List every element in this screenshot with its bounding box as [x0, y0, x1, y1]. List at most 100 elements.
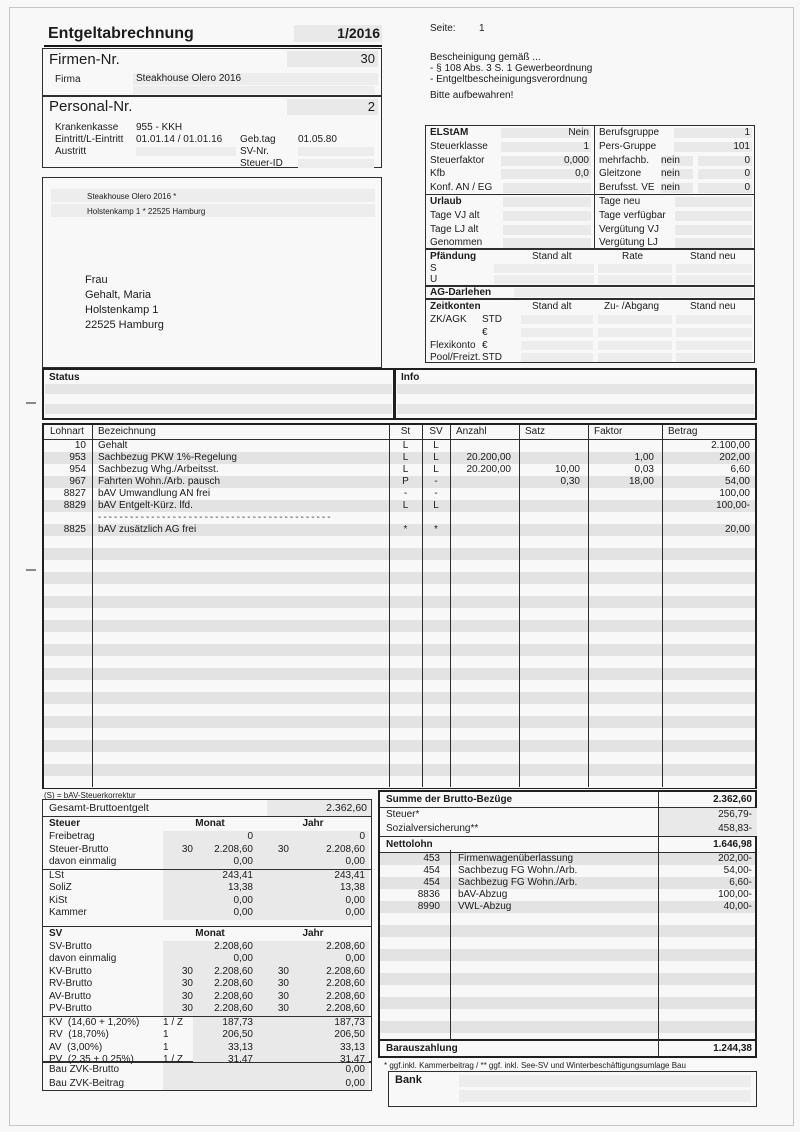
- col-faktor: Faktor: [594, 426, 623, 437]
- tax-section-header: Steuer Monat Jahr: [49, 818, 324, 829]
- seite-value: 1: [479, 23, 485, 34]
- tax-row: davon einmalig 0,00 0,00: [43, 856, 371, 869]
- deduction-row: 454 Sachbezug FG Wohn./Arb. 54,00-: [423, 865, 752, 876]
- urlaub-row-right: Vergütung LJ: [595, 236, 755, 250]
- footnote: * ggf.inkl. Kammerbeitrag / ** ggf. inkl…: [384, 1061, 686, 1070]
- deduction-row: 8990 VWL-Abzug 40,00-: [380, 901, 755, 913]
- wage-row-separator: ----------------------------------------…: [44, 512, 755, 524]
- sender-line-2: Holstenkamp 1 * 22525 Hamburg: [87, 207, 206, 216]
- company-number: 30: [287, 51, 378, 67]
- sv-row: PV-Brutto 30 2.208,60 30 2.208,60: [43, 1003, 371, 1016]
- col-satz: Satz: [525, 426, 546, 437]
- page-frame: [9, 7, 794, 1126]
- gross-sum-row: Summe der Brutto-Bezüge 2.362,60: [380, 792, 755, 808]
- bank-label: Bank: [395, 1074, 422, 1086]
- notice-line-3: - Entgeltbescheinigungsverordnung: [430, 74, 588, 85]
- wage-row: 8827 bAV Umwandlung AN frei - - 100,00: [63, 488, 750, 499]
- wage-table-header: Lohnart Bezeichnung St SV Anzahl Satz Fa…: [44, 425, 755, 440]
- period-value: 1/2016: [294, 25, 382, 42]
- employee-box-title: Personal-Nr.: [49, 98, 133, 115]
- company-box-title: Firmen-Nr.: [49, 51, 120, 68]
- deduction-row: 454 Sachbezug FG Wohn./Arb. 6,60-: [380, 877, 755, 889]
- zeitkonten-title: Zeitkonten: [430, 301, 481, 312]
- deduction-row: 8836 bAV-Abzug 100,00-: [417, 889, 752, 900]
- tax-row: Steuer-Brutto 30 2.208,60 30 2.208,60: [43, 843, 371, 856]
- bau-zvk-box: Bau ZVK-Brutto 0,00 Bau ZVK-Beitrag 0,00: [42, 1062, 372, 1091]
- entry-date-value: 01.01.14 / 01.01.16: [136, 134, 223, 145]
- pfaendung-col-rate: Rate: [622, 251, 644, 262]
- sv-row: RV-Brutto 30 2.208,60 30 2.208,60: [43, 978, 371, 991]
- recipient-street: Holstenkamp 1: [85, 304, 159, 316]
- health-insurance-value: 955 - KKH: [136, 122, 183, 133]
- company-box: Firmen-Nr. 30 Firma Steakhouse Olero 201…: [42, 48, 382, 96]
- bav-correction-note: (S) = bAV-Steuerkorrektur: [44, 791, 136, 800]
- urlaub-row: Urlaub: [426, 195, 594, 209]
- ag-darlehen-label: AG-Darlehen: [430, 287, 492, 298]
- urlaub-row: Genommen: [426, 236, 594, 250]
- employee-box: Personal-Nr. 2 Krankenkasse 955 - KKH Ei…: [42, 96, 382, 169]
- wage-table-empty-rows: [44, 536, 755, 788]
- birthdate-value: 01.05.80: [298, 134, 337, 145]
- info-fields: [397, 384, 754, 417]
- bank-field-2: [459, 1090, 751, 1102]
- elstam-row-right: Pers-Gruppe 101: [599, 140, 752, 152]
- recipient-salutation: Frau: [85, 274, 108, 286]
- zeitkonten-col-stand-alt: Stand alt: [532, 301, 572, 312]
- wage-row: 8829 bAV Entgelt-Kürz. lfd. L L 100,00-: [44, 500, 755, 512]
- sv-row: AV-Brutto 30 2.208,60 30 2.208,60: [43, 990, 371, 1003]
- net-summary-empty-rows: [380, 913, 755, 1039]
- sv-number-field: [298, 147, 374, 156]
- wage-row: 953 Sachbezug PKW 1%-Regelung L L 20.200…: [44, 452, 755, 464]
- sv-row: SV-Brutto 2.208,60 2.208,60: [43, 940, 371, 953]
- tax-amount-row: Kammer 0,00 0,00: [43, 907, 371, 920]
- sv-contribution-row: KV (14,60 + 1,20%) 1 / Z 187,73 187,73: [43, 1015, 371, 1029]
- status-label: Status: [49, 372, 80, 383]
- amount-column-divider: [658, 792, 659, 1056]
- exit-date-label: Austritt: [55, 146, 87, 157]
- elstam-row: Steuerfaktor 0,000: [430, 154, 591, 166]
- sv-contribution-row: RV (18,70%) 1 206,50 206,50: [43, 1029, 371, 1042]
- health-insurance-label: Krankenkasse: [55, 122, 119, 133]
- recipient-name: Gehalt, Maria: [85, 289, 152, 301]
- elstam-row: Konf. AN / EG: [426, 181, 594, 195]
- elstam-row-right: Gleitzone nein 0: [599, 168, 752, 180]
- fold-mark-middle: [26, 569, 36, 571]
- ag-darlehen-field: [514, 288, 752, 297]
- elstam-row: Kfb 0,0: [430, 168, 591, 180]
- elstam-value: Nein: [501, 128, 591, 138]
- net-pay-row: Nettolohn 1.646,98: [380, 837, 755, 853]
- tax-amount-row: KiSt 0,00 0,00: [43, 894, 371, 907]
- tax-id-label: Steuer-ID: [240, 158, 283, 169]
- elstam-row-right: mehrfachb. nein 0: [599, 154, 752, 166]
- wage-row: 8825 bAV zusätzlich AG frei * * 20,00: [44, 524, 755, 536]
- company-name-label: Firma: [55, 74, 81, 85]
- urlaub-title: Urlaub: [430, 196, 462, 207]
- sv-row: davon einmalig 0,00 0,00: [43, 953, 371, 966]
- elstam-box: ELStAM Nein Steuerklasse 1 Steuerfaktor …: [425, 125, 755, 249]
- pfaendung-row-s: S: [430, 263, 437, 274]
- zeitkonten-box: Zeitkonten Stand alt Zu- /Abgang Stand n…: [425, 299, 755, 363]
- wage-row: 967 Fahrten Wohn./Arb. pausch P - 0,30 1…: [44, 476, 755, 488]
- left-summary-box: Gesamt-Bruttoentgelt 2.362,60 Steuer Mon…: [42, 799, 372, 1067]
- sv-number-label: SV-Nr.: [240, 146, 269, 157]
- status-fields: [45, 384, 392, 417]
- sv-row: KV-Brutto 30 2.208,60 30 2.208,60: [43, 965, 371, 978]
- sender-field-2: [51, 204, 375, 217]
- col-st: St: [400, 426, 411, 437]
- col-anzahl: Anzahl: [456, 426, 487, 437]
- bank-box: Bank: [388, 1071, 757, 1107]
- bank-field-1: [459, 1075, 751, 1087]
- cash-payout-row: Barauszahlung 1.244,38: [380, 1039, 755, 1056]
- col-betrag: Betrag: [668, 426, 698, 437]
- sv-section-header: SV Monat Jahr: [43, 925, 371, 941]
- elstam-row: Steuerklasse 1: [430, 140, 591, 152]
- info-box: Info: [394, 368, 757, 420]
- elstam-row: ELStAM Nein: [426, 126, 594, 140]
- fold-mark-top: [26, 402, 36, 404]
- keep-note: Bitte aufbewahren!: [430, 90, 514, 101]
- status-box: Status: [42, 368, 395, 420]
- birthdate-label: Geb.tag: [240, 134, 276, 145]
- sender-line-1: Steakhouse Olero 2016 *: [87, 192, 177, 201]
- col-lohnart: Lohnart: [50, 426, 84, 437]
